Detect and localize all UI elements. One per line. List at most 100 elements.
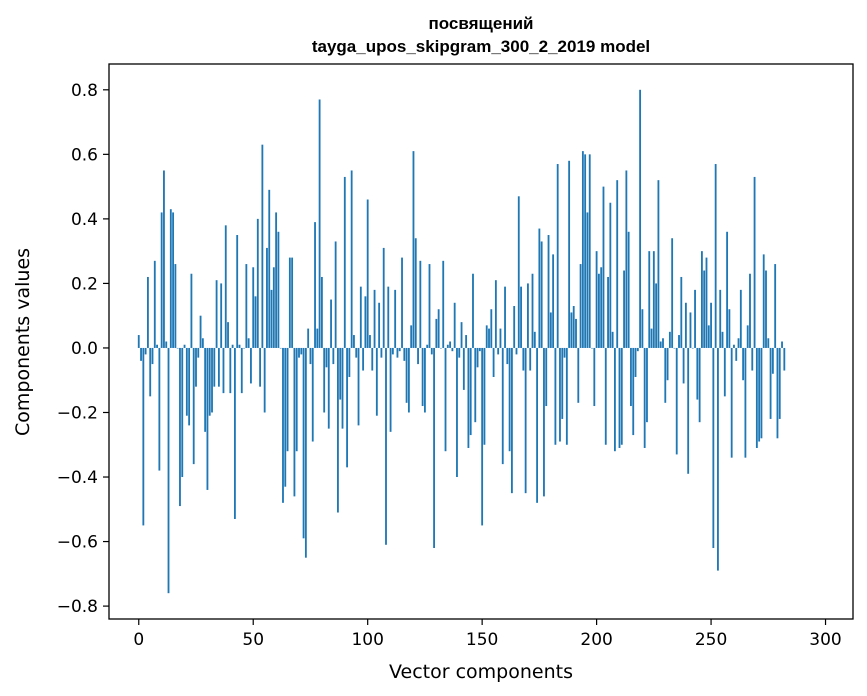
- bar: [240, 347, 243, 394]
- bar: [769, 347, 772, 419]
- bar: [565, 347, 568, 445]
- bar: [323, 347, 326, 413]
- bar: [137, 335, 140, 348]
- bar: [714, 164, 717, 348]
- bar: [490, 309, 493, 348]
- bar: [339, 347, 342, 400]
- bar: [609, 202, 612, 348]
- bar: [650, 328, 653, 348]
- bar: [717, 347, 719, 571]
- bar: [142, 347, 145, 526]
- bar: [268, 189, 271, 348]
- x-axis: 0 50 100 150 200 250 300: [133, 619, 842, 650]
- x-tick-label: 50: [242, 630, 264, 650]
- bar: [504, 286, 506, 348]
- bar: [730, 347, 733, 458]
- bar: [451, 347, 454, 352]
- bar: [270, 289, 273, 348]
- bar: [540, 241, 543, 348]
- bar: [536, 347, 538, 503]
- bar: [719, 289, 722, 348]
- bar: [428, 264, 431, 348]
- bar: [701, 251, 703, 348]
- bar: [774, 264, 777, 348]
- bar: [192, 347, 195, 465]
- bar: [499, 328, 502, 348]
- bar: [760, 347, 763, 439]
- bar: [382, 247, 385, 348]
- y-tick-label: 0.6: [71, 145, 98, 165]
- bar: [462, 347, 465, 390]
- bar: [680, 276, 683, 348]
- y-tick-label: −0.2: [57, 403, 98, 423]
- bar: [522, 347, 525, 371]
- bar: [245, 264, 248, 348]
- bar: [597, 273, 600, 348]
- bar: [620, 347, 623, 445]
- bar: [735, 347, 738, 361]
- y-tick-label: 0.4: [71, 210, 98, 230]
- bar-series: [137, 89, 786, 594]
- bar: [506, 347, 509, 365]
- bar: [243, 347, 245, 349]
- bar: [144, 347, 147, 355]
- x-tick-label: 150: [466, 630, 498, 650]
- bar: [282, 347, 284, 503]
- bar: [174, 264, 177, 348]
- bar: [337, 347, 339, 513]
- bar: [467, 347, 470, 448]
- bar: [588, 154, 591, 348]
- bar: [421, 347, 424, 407]
- bar: [749, 273, 751, 348]
- bar: [179, 347, 181, 507]
- bar: [689, 312, 692, 348]
- bar: [568, 160, 571, 348]
- bar: [559, 347, 561, 442]
- bar: [332, 347, 335, 365]
- bar: [272, 267, 275, 348]
- y-tick-label: 0.8: [71, 81, 98, 101]
- bar: [334, 241, 337, 348]
- bar: [199, 315, 202, 348]
- bar: [213, 347, 216, 387]
- bar: [632, 347, 635, 436]
- bar: [513, 306, 516, 348]
- bar: [325, 347, 328, 368]
- bar: [497, 347, 500, 355]
- bar: [231, 344, 234, 348]
- bar: [538, 228, 541, 348]
- bar: [591, 347, 593, 349]
- plot-area-frame: [108, 63, 854, 620]
- bar: [494, 280, 497, 348]
- bar: [751, 347, 754, 371]
- bar: [600, 267, 603, 348]
- bar: [236, 235, 239, 348]
- y-tick-label: −0.4: [57, 468, 98, 488]
- bar: [414, 238, 417, 348]
- bar: [449, 341, 452, 348]
- bar: [648, 251, 651, 348]
- bar: [220, 283, 223, 348]
- bar: [437, 309, 440, 348]
- bar: [643, 347, 646, 448]
- bar: [657, 180, 660, 348]
- bar: [151, 347, 154, 365]
- bar: [744, 347, 747, 458]
- y-axis: −0.8 −0.6 −0.4 −0.2 0.0 0.2 0.4 0.6 0.8: [57, 81, 109, 617]
- bar: [293, 347, 296, 497]
- bar: [247, 338, 250, 348]
- bar: [158, 347, 161, 471]
- bar: [671, 238, 674, 348]
- bar: [712, 347, 715, 549]
- bar: [524, 347, 527, 494]
- y-tick-label: −0.6: [57, 533, 98, 553]
- bar: [625, 170, 628, 348]
- bar: [581, 151, 584, 348]
- bar: [407, 347, 410, 413]
- bar: [320, 276, 323, 348]
- bar: [430, 347, 433, 355]
- bar: [314, 222, 316, 348]
- bar: [488, 328, 490, 348]
- bar: [435, 318, 438, 348]
